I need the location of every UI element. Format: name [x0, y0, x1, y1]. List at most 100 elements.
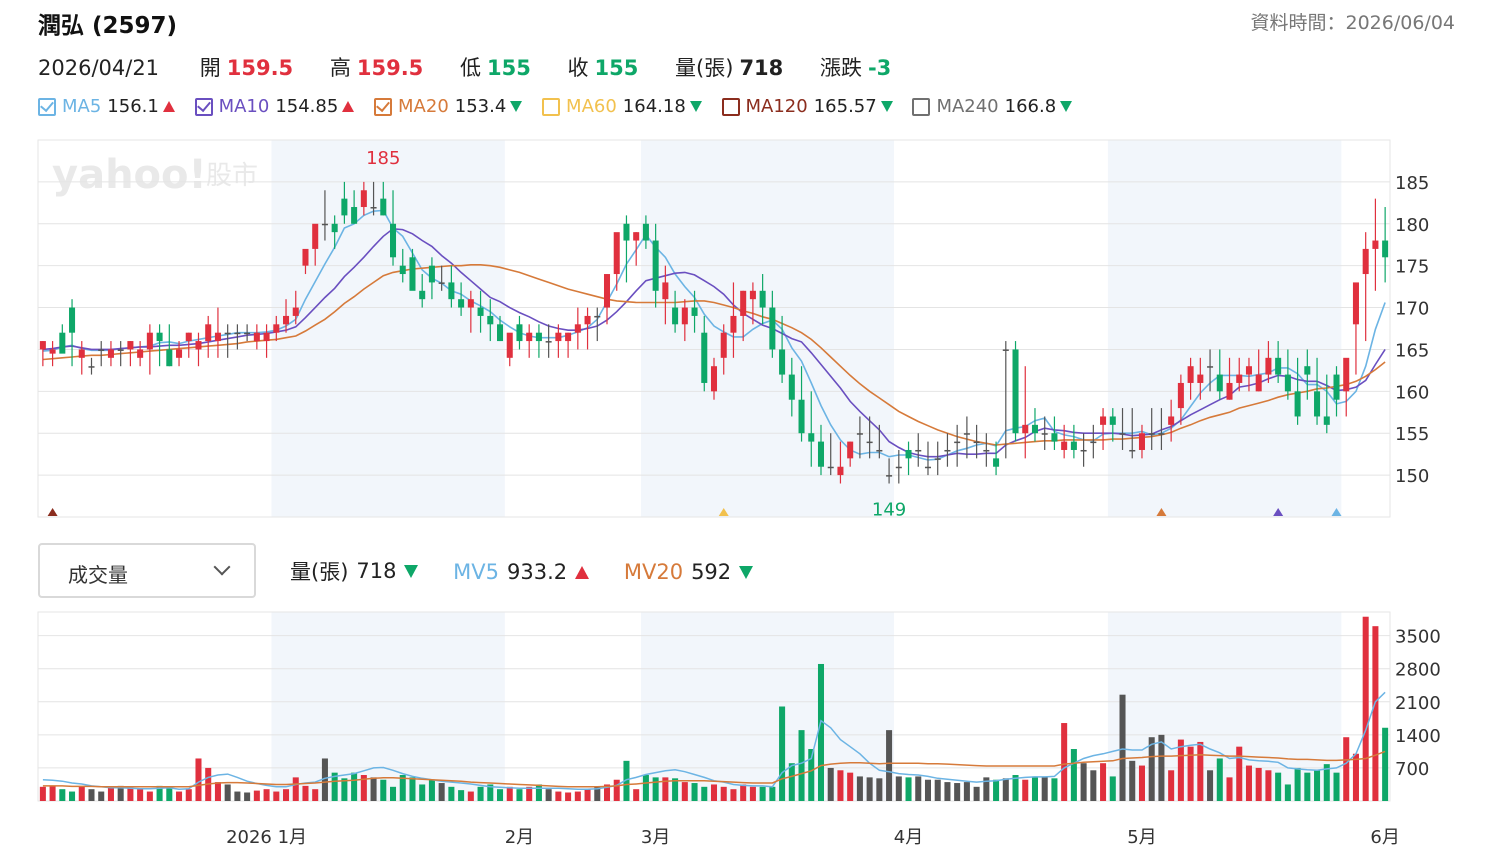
ma240-checkbox[interactable] [912, 97, 931, 116]
candle-body [779, 349, 786, 375]
ma10-checkbox[interactable] [194, 97, 213, 116]
ma20-checkbox[interactable] [374, 97, 393, 116]
ma60-value: 164.18 [622, 96, 686, 117]
candle-body [263, 332, 270, 342]
candlestick [1100, 408, 1107, 450]
ma20-toggle[interactable]: MA20 153.4 [374, 96, 523, 117]
candlestick [380, 181, 387, 216]
candle-body [1333, 374, 1340, 400]
candlestick [205, 315, 212, 358]
volume-bar [137, 789, 144, 801]
volume-bar [827, 767, 834, 801]
ma120-checkbox[interactable] [721, 97, 740, 116]
down-arrow-icon [1060, 101, 1073, 112]
candle-body [341, 198, 348, 216]
x-tick-label: 6月 [1370, 827, 1399, 848]
candlestick [458, 282, 465, 316]
volume-bar [759, 786, 766, 801]
volume-bar [662, 777, 669, 801]
candlestick [1265, 341, 1272, 383]
candle-body [137, 349, 144, 358]
indicator-dropdown[interactable]: 成交量 [38, 543, 256, 598]
high-label: 高 [329, 56, 351, 80]
volume-bar [409, 777, 416, 801]
candlestick [1236, 357, 1243, 392]
volume-bar [1090, 770, 1097, 801]
volume-bar [594, 786, 601, 801]
volume-bar [234, 791, 241, 801]
ohlc-date: 2026/04/21 [38, 56, 160, 80]
price-tick-label: 155 [1395, 424, 1429, 445]
candlestick [1284, 349, 1291, 400]
volume-bar [224, 784, 231, 801]
candlestick [1362, 232, 1369, 342]
candle-body [1265, 357, 1272, 375]
candle-body [1216, 374, 1223, 392]
candlestick [1051, 416, 1058, 450]
candle-body [847, 441, 854, 459]
candlestick [895, 449, 902, 484]
volume-bar [448, 786, 455, 801]
candle-body [584, 315, 591, 325]
volume-bar [681, 782, 688, 801]
volume-bar [1382, 727, 1389, 801]
candle-body [1323, 416, 1330, 425]
candle-body [1090, 441, 1097, 444]
volume-bar [993, 779, 1000, 801]
candlestick [312, 223, 319, 266]
candlestick [448, 265, 455, 308]
low-value: 155 [486, 56, 531, 80]
volume-bar [720, 786, 727, 801]
candle-body [1012, 349, 1019, 434]
ma10-toggle[interactable]: MA10 154.85 [194, 96, 355, 117]
ma240-toggle[interactable]: MA240 166.8 [912, 96, 1073, 117]
ma120-toggle[interactable]: MA120 165.57 [721, 96, 893, 117]
candlestick [321, 190, 328, 241]
candlestick [1041, 416, 1048, 450]
candle-body [205, 324, 212, 342]
candlestick [710, 357, 718, 400]
ma60-checkbox[interactable] [542, 97, 561, 116]
candlestick [1031, 408, 1038, 442]
candle-body [1138, 433, 1145, 450]
candlestick [98, 341, 105, 367]
ma120-label: MA120 [745, 96, 808, 117]
volume-tick-label: 3500 [1395, 627, 1441, 648]
shaded-band [1107, 140, 1342, 517]
candle-body [234, 332, 241, 335]
candlestick [1226, 357, 1233, 400]
candle-body [59, 332, 66, 354]
candle-body [1158, 433, 1165, 435]
volume-bar [127, 787, 134, 801]
volume-bar [769, 786, 776, 801]
ma5-checkbox[interactable] [38, 97, 56, 116]
candle-body [1109, 416, 1116, 425]
ma5-toggle[interactable]: MA5 156.1 [38, 96, 175, 117]
price-tick-label: 170 [1395, 299, 1429, 320]
volume-bar [370, 777, 377, 801]
candle-body [1255, 374, 1262, 392]
volume-bar [1138, 765, 1145, 801]
ma60-toggle[interactable]: MA60 164.18 [542, 96, 702, 117]
candle-body [1129, 449, 1136, 452]
candle-body [438, 282, 445, 284]
ma5-label: MA5 [62, 96, 102, 117]
candlestick [331, 215, 338, 249]
price-tick-label: 165 [1395, 340, 1429, 361]
candle-body [39, 341, 46, 350]
volume-bar [905, 777, 912, 801]
candle-body [312, 223, 319, 249]
candle-body [98, 349, 105, 351]
candle-body [351, 207, 358, 224]
volume-bar [283, 789, 290, 801]
volume-bar [1314, 770, 1321, 801]
volume-bar [1294, 767, 1301, 801]
volume-bar [633, 789, 640, 801]
volume-bar [1158, 734, 1165, 801]
candlestick [1294, 357, 1301, 425]
candlestick [1022, 366, 1029, 459]
ma-cross-marker [47, 508, 58, 516]
candlestick [876, 424, 883, 459]
candle-body [224, 332, 231, 335]
